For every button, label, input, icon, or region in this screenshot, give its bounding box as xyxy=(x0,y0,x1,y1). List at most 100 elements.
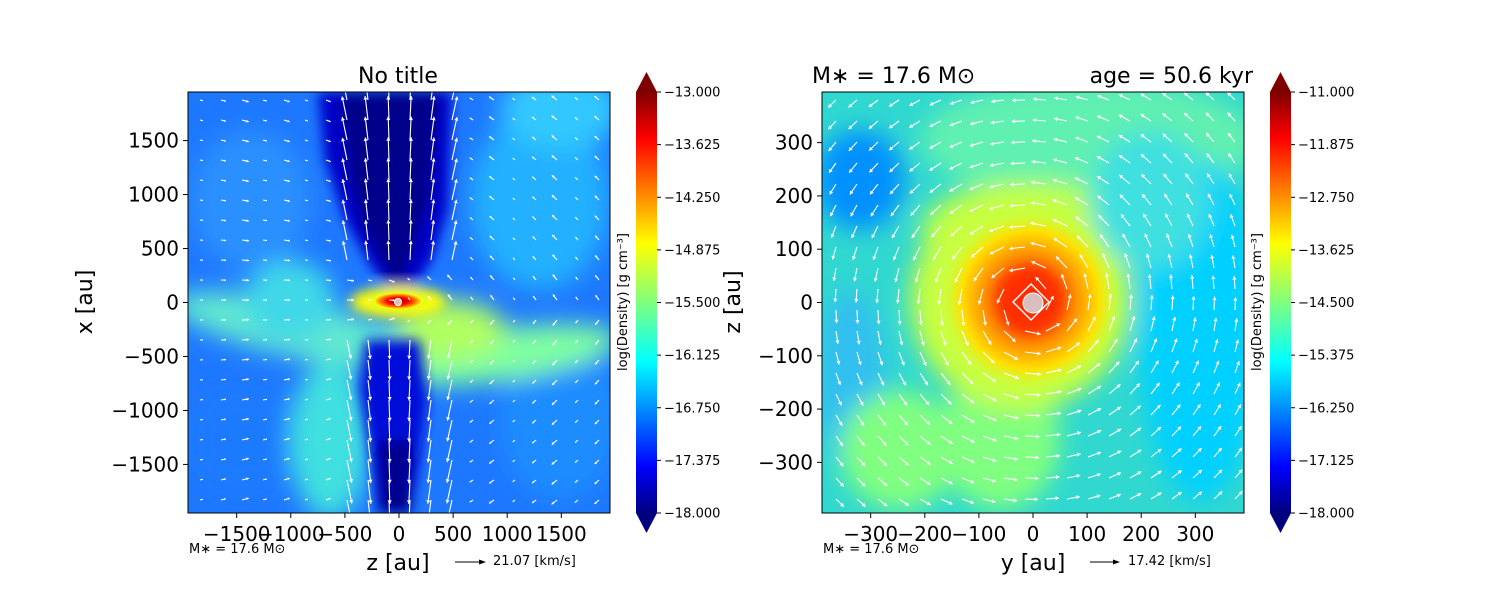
left-colorbar-label: log(Density) [g cm⁻³] xyxy=(616,233,631,371)
velocity-arrowhead xyxy=(489,255,493,258)
velocity-arrowhead xyxy=(265,99,267,102)
velocity-arrowhead xyxy=(551,155,555,159)
velocity-arrow xyxy=(408,419,411,442)
velocity-arrowhead xyxy=(1237,426,1242,431)
velocity-arrowhead xyxy=(246,99,249,103)
velocity-arrowhead xyxy=(922,361,927,366)
right-vector-key: 17.42 [km/s] xyxy=(1090,554,1211,569)
velocity-arrowhead xyxy=(1184,92,1188,97)
velocity-arrowhead xyxy=(201,159,203,161)
velocity-arrowhead xyxy=(1137,493,1142,497)
velocity-arrowhead xyxy=(469,400,472,403)
velocity-arrowhead xyxy=(835,340,840,344)
velocity-arrowhead xyxy=(265,338,267,341)
velocity-arrowhead xyxy=(246,278,249,282)
velocity-arrowhead xyxy=(328,199,331,202)
velocity-arrowhead xyxy=(1124,253,1129,258)
velocity-arrowhead xyxy=(287,437,290,441)
velocity-arrowhead xyxy=(490,322,493,325)
velocity-arrowhead xyxy=(1077,365,1082,370)
velocity-arrowhead xyxy=(1097,195,1102,200)
velocity-arrowhead xyxy=(1184,153,1189,158)
velocity-arrowhead xyxy=(1131,316,1136,321)
velocity-arrowhead xyxy=(594,421,598,425)
velocity-arrowhead xyxy=(246,298,249,302)
velocity-arrowhead xyxy=(407,320,409,322)
velocity-arrowhead xyxy=(1206,133,1210,137)
velocity-arrowhead xyxy=(1209,234,1214,239)
colorbar-tick-label: −13.000 xyxy=(664,86,720,101)
velocity-arrowhead xyxy=(201,239,203,241)
velocity-arrowhead xyxy=(1217,404,1221,409)
velocity-arrowhead xyxy=(453,199,458,204)
velocity-arrowhead xyxy=(1140,93,1145,98)
velocity-arrowhead xyxy=(265,478,267,481)
velocity-arrowhead xyxy=(903,401,907,406)
y-tick-label: 0 xyxy=(166,291,179,315)
velocity-arrowhead xyxy=(512,237,515,240)
velocity-arrow xyxy=(408,439,411,463)
velocity-arrowhead xyxy=(1208,213,1213,218)
velocity-arrowhead xyxy=(265,279,267,281)
velocity-arrowhead xyxy=(470,341,472,343)
velocity-arrowhead xyxy=(1207,193,1212,198)
velocity-arrowhead xyxy=(386,219,391,224)
velocity-arrowhead xyxy=(246,358,249,361)
velocity-arrowhead xyxy=(552,362,555,366)
velocity-arrowhead xyxy=(1013,498,1017,503)
velocity-arrowhead xyxy=(839,482,844,487)
y-tick-label: −200 xyxy=(758,397,813,421)
velocity-arrowhead xyxy=(1091,316,1096,321)
velocity-arrowhead xyxy=(455,76,459,80)
velocity-arrowhead xyxy=(574,501,577,503)
x-tick-label: 500 xyxy=(434,522,472,546)
velocity-arrowhead xyxy=(446,355,451,359)
velocity-arrowhead xyxy=(387,376,392,380)
velocity-arrowhead xyxy=(1113,338,1118,343)
velocity-arrowhead xyxy=(265,139,267,142)
right-colorbar-label: log(Density) [g cm⁻³] xyxy=(1250,233,1265,371)
velocity-arrowhead xyxy=(246,219,249,223)
velocity-arrow xyxy=(346,419,352,442)
velocity-arrowhead xyxy=(1186,213,1191,218)
velocity-arrowhead xyxy=(1230,234,1235,239)
velocity-arrowhead xyxy=(575,197,577,199)
velocity-arrowhead xyxy=(328,378,331,381)
velocity-arrowhead xyxy=(532,421,535,424)
velocity-arrowhead xyxy=(904,421,908,426)
velocity-arrowhead xyxy=(408,199,413,203)
velocity-arrowhead xyxy=(224,179,226,182)
velocity-arrowhead xyxy=(328,180,331,182)
velocity-arrowhead xyxy=(201,319,203,321)
left-vector-key-label: 21.07 [km/s] xyxy=(493,554,576,569)
velocity-arrowhead xyxy=(861,482,866,487)
velocity-arrowhead xyxy=(1215,360,1220,365)
velocity-arrowhead xyxy=(970,100,975,105)
velocity-arrowhead xyxy=(453,158,459,163)
velocity-arrowhead xyxy=(532,96,535,99)
velocity-arrowhead xyxy=(431,199,436,204)
velocity-arrowhead xyxy=(924,381,928,386)
velocity-arrowhead xyxy=(575,401,577,403)
left-velocity-vectors xyxy=(199,76,600,513)
velocity-arrowhead xyxy=(1014,456,1018,461)
colorbar-tick-label: −14.875 xyxy=(664,243,720,258)
velocity-arrowhead xyxy=(892,256,897,261)
velocity-arrowhead xyxy=(594,215,598,218)
velocity-arrowhead xyxy=(888,124,893,129)
velocity-arrowhead xyxy=(848,103,853,108)
velocity-arrowhead xyxy=(1157,492,1162,497)
velocity-arrowhead xyxy=(882,421,886,426)
velocity-arrowhead xyxy=(246,377,249,381)
velocity-arrowhead xyxy=(363,199,368,204)
velocity-arrowhead xyxy=(1133,338,1138,343)
velocity-arrowhead xyxy=(1005,321,1010,326)
velocity-arrowhead xyxy=(427,296,430,298)
velocity-arrowhead xyxy=(1119,174,1124,179)
velocity-arrowhead xyxy=(1032,138,1036,144)
velocity-arrowhead xyxy=(408,157,413,162)
velocity-arrowhead xyxy=(969,186,974,191)
velocity-arrowhead xyxy=(1076,452,1081,457)
velocity-arrowhead xyxy=(287,338,290,341)
velocity-arrowhead xyxy=(246,397,249,401)
